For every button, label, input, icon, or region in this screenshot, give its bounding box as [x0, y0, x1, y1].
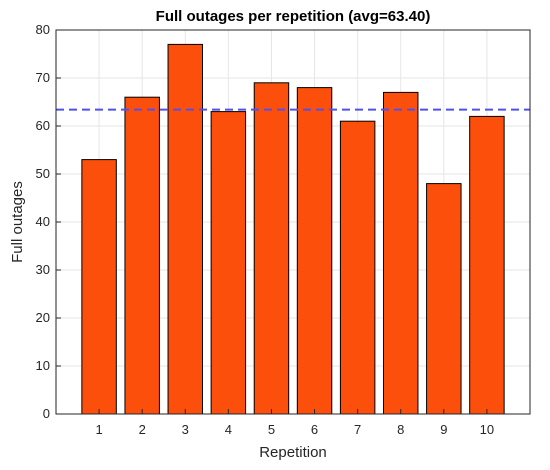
- y-tick-label: 40: [36, 214, 50, 229]
- y-axis-label: Full outages: [9, 181, 26, 263]
- x-axis-ticks: 1 2 3 4 5 6 7 8 9 10: [95, 409, 494, 437]
- y-axis-ticks: 0 10 20 30 40 50 60 70 80: [36, 22, 61, 421]
- bar-repetition-10: [469, 115, 505, 415]
- x-tick-label: 7: [354, 422, 361, 437]
- y-tick-label: 70: [36, 70, 50, 85]
- bar-repetition-2: [124, 96, 160, 415]
- x-tick-label: 5: [268, 422, 275, 437]
- bar-repetition-1: [81, 159, 117, 415]
- bar-repetition-6: [296, 87, 333, 415]
- bar-series: [81, 43, 505, 415]
- bar-repetition-5: [253, 82, 290, 415]
- x-tick-label: 2: [139, 422, 146, 437]
- x-axis-label: Repetition: [259, 444, 327, 461]
- bar-repetition-3: [167, 43, 204, 415]
- bar-repetition-7: [339, 120, 376, 415]
- y-tick-label: 60: [36, 118, 50, 133]
- bar-repetition-9: [426, 183, 462, 415]
- chart-title: Full outages per repetition (avg=63.40): [156, 8, 431, 25]
- y-tick-label: 10: [36, 358, 50, 373]
- y-tick-label: 0: [43, 406, 50, 421]
- y-tick-label: 50: [36, 166, 50, 181]
- x-tick-label: 8: [397, 422, 404, 437]
- x-tick-label: 6: [311, 422, 318, 437]
- x-tick-label: 4: [225, 422, 232, 437]
- y-tick-label: 30: [36, 262, 50, 277]
- bar-repetition-4: [210, 111, 247, 415]
- y-tick-label: 20: [36, 310, 50, 325]
- x-tick-label: 1: [95, 422, 102, 437]
- x-tick-label: 9: [440, 422, 447, 437]
- bar-repetition-8: [382, 91, 419, 415]
- y-tick-label: 80: [36, 22, 50, 37]
- x-tick-label: 3: [182, 422, 189, 437]
- x-tick-label: 10: [480, 422, 494, 437]
